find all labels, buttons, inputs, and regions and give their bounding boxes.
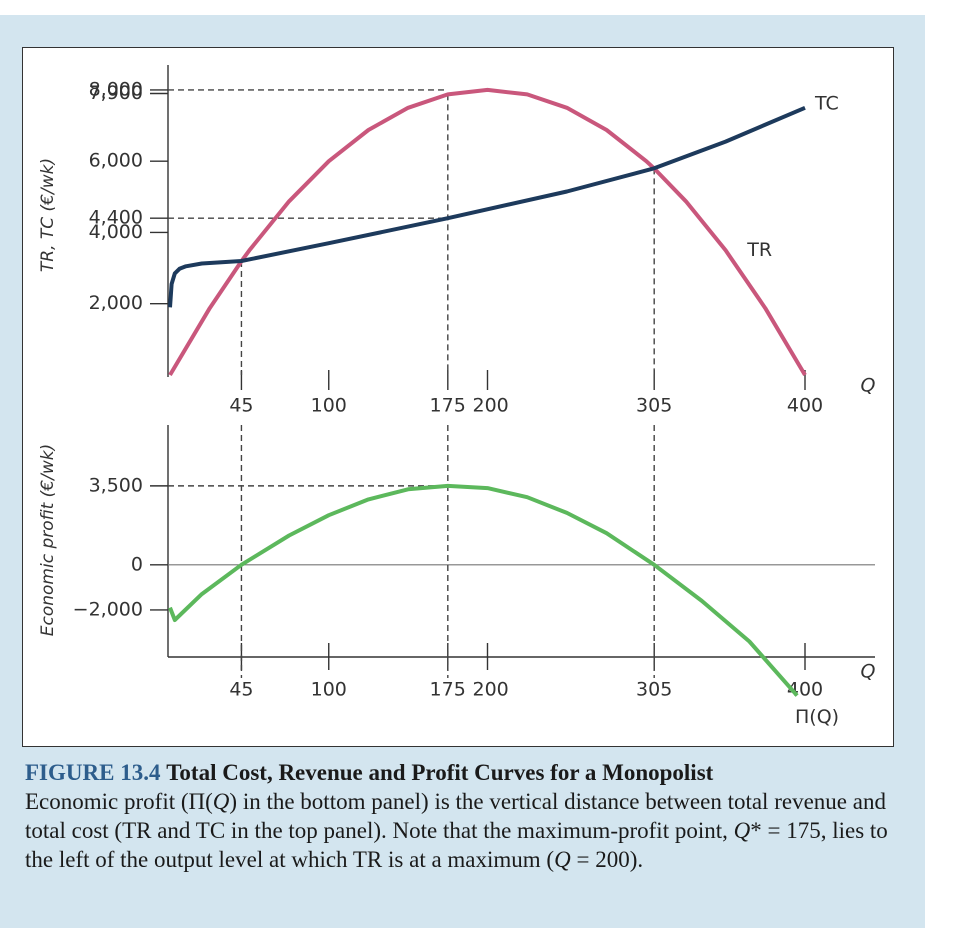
caption-text: * = 175, lies to the left of the output … [25, 818, 888, 872]
x-axis-label: Q [861, 661, 876, 683]
x-tick-label: 175 [430, 395, 466, 417]
figure-label: FIGURE 13.4 [25, 760, 161, 785]
y-tick-label: 0 [131, 553, 143, 575]
caption-text: Q [554, 847, 571, 872]
x-tick-label: 100 [311, 679, 347, 701]
y-tick-label: 8,000 [89, 78, 143, 100]
y-tick-label: 7,900 [89, 82, 143, 104]
caption-text: = 200). [570, 847, 644, 872]
series-label: Π(Q) [795, 706, 839, 728]
series-label: TR [746, 239, 772, 261]
y-axis-label: TR, TC (€/wk) [38, 158, 58, 272]
series-line [168, 483, 799, 697]
x-axis-label: Q [861, 375, 876, 397]
caption-text: ) in the bottom panel) is the vertical d… [25, 789, 886, 843]
caption: FIGURE 13.4 Total Cost, Revenue and Prof… [25, 758, 905, 874]
x-tick-label: 175 [430, 679, 466, 701]
x-tick-label: 200 [473, 395, 509, 417]
figure-title: Total Cost, Revenue and Profit Curves fo… [166, 760, 714, 785]
y-tick-label: 4,000 [89, 221, 143, 243]
x-tick-label: 45 [229, 679, 253, 701]
x-tick-label: 200 [473, 679, 509, 701]
x-tick-label: 305 [636, 679, 672, 701]
caption-body: Economic profit (Π(Q) in the bottom pane… [25, 789, 888, 872]
series-line [168, 87, 807, 377]
y-tick-label: 4,400 [89, 207, 143, 229]
x-tick-label: 305 [636, 395, 672, 417]
x-tick-label: 100 [311, 395, 347, 417]
y-tick-label: 6,000 [89, 150, 143, 172]
y-tick-label: −2,000 [73, 598, 143, 620]
series-line [168, 105, 806, 308]
x-tick-label: 45 [229, 395, 253, 417]
caption-text: Economic profit (Π( [25, 789, 213, 814]
caption-text: Q [212, 789, 230, 814]
series-label: TC [814, 92, 839, 114]
caption-text: Q [733, 818, 751, 843]
y-axis-label: Economic profit (€/wk) [38, 444, 58, 637]
y-tick-label: 2,000 [89, 292, 143, 314]
x-tick-label: 400 [787, 395, 823, 417]
y-tick-label: 3,500 [89, 474, 143, 496]
